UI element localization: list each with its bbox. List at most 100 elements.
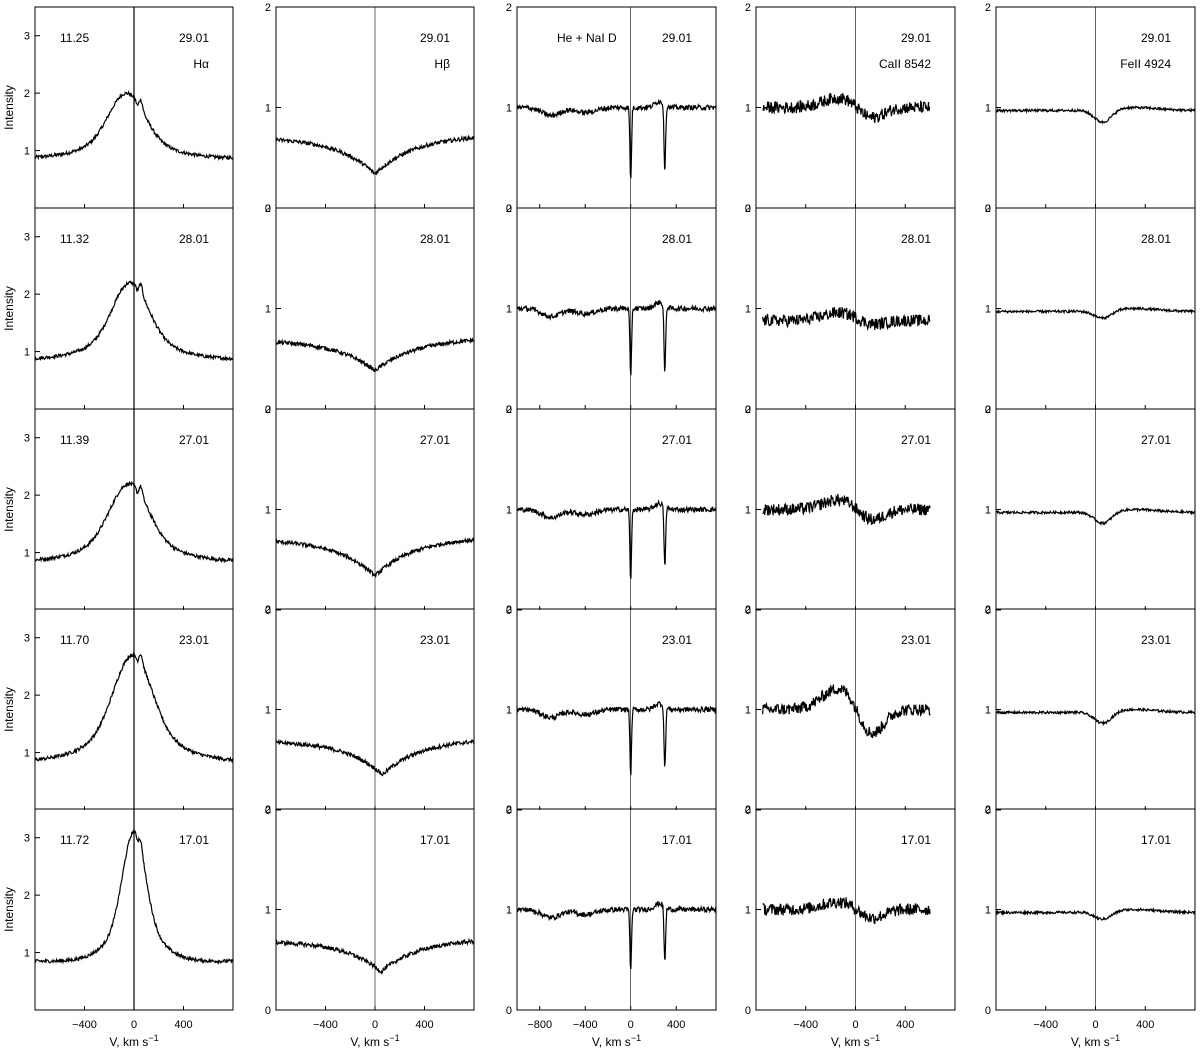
spectrum-trace [275,536,475,578]
panel-h-28.01: 1 2 3 28.01 11.32 Intensity [2,207,234,409]
panel-caii8542-23.01: 0 1 2 23.01 [745,604,955,817]
spectrum-trace [762,93,931,124]
panel-henaid-29.01: 0 1 2 29.01 He + NaI D [506,2,717,215]
line-id-label: FeII 4924 [1120,57,1171,71]
spectrum-trace [275,134,475,176]
panel-caii8542-17.01: 0 1 2 17.01 [745,804,955,1017]
y-axis-label: Intensity [2,286,16,331]
y-tick-label: 2 [24,890,30,902]
y-tick-label: 0 [265,605,271,617]
spectrum-trace [762,684,931,739]
x-tick-label: 0 [131,1019,137,1031]
y-tick-label: 2 [24,88,30,100]
y-tick-label: 0 [745,1005,751,1017]
panel-h-29.01: 0 1 2 29.01 Hβ [265,2,475,215]
y-tick-label: 2 [985,604,991,616]
y-tick-label: 2 [745,604,751,616]
date-label: 23.01 [901,633,931,647]
spectrum-trace [34,480,234,564]
spectrum-trace [516,300,717,376]
y-tick-label: 2 [506,404,512,416]
y-tick-label: 0 [506,805,512,817]
y-tick-label: 1 [265,103,271,115]
x-tick-label: 400 [1136,1019,1154,1031]
x-tick-label: −400 [573,1019,598,1031]
y-tick-label: 2 [24,289,30,301]
y-tick-label: 2 [265,804,271,816]
date-label: 28.01 [662,232,692,246]
y-tick-label: 1 [506,505,512,517]
y-tick-label: 0 [745,404,751,416]
y-tick-label: 0 [265,404,271,416]
y-tick-label: 2 [506,804,512,816]
x-tick-label: 400 [174,1019,192,1031]
x-axis-label: V, km s−1 [350,1033,399,1049]
spectrum-trace [275,937,475,975]
y-tick-label: 1 [985,304,991,316]
date-label: 23.01 [179,633,209,647]
panel-feii4924-17.01: 0 1 2 17.01 [985,804,1196,1017]
y-tick-label: 2 [265,2,271,14]
line-id-label: Hα [193,57,209,71]
y-tick-label: 3 [24,633,30,645]
y-tick-label: 2 [24,490,30,502]
date-label: 29.01 [420,31,450,45]
y-tick-label: 1 [506,905,512,917]
magnitude-label: 11.70 [60,633,89,647]
y-tick-label: 0 [265,805,271,817]
y-tick-label: 3 [24,232,30,244]
y-tick-label: 2 [985,404,991,416]
date-label: 27.01 [901,433,931,447]
panel-h-17.01: 0 1 2 17.01 [265,804,475,1017]
panel-henaid-23.01: 0 1 2 23.01 [506,604,717,817]
y-tick-label: 0 [506,404,512,416]
magnitude-label: 11.39 [60,433,89,447]
date-label: 28.01 [901,232,931,246]
y-tick-label: 2 [745,2,751,14]
spectrum-trace [34,89,234,162]
x-axis-label: V, km s−1 [109,1033,158,1049]
spectrum-trace [34,280,234,362]
y-tick-label: 1 [745,505,751,517]
panel-caii8542-28.01: 0 1 2 28.01 [745,203,955,416]
line-id-label: CaII 8542 [879,57,931,71]
y-tick-label: 0 [265,203,271,215]
y-tick-label: 1 [745,905,751,917]
x-axis-label-main: V, km s [592,1035,631,1049]
y-tick-label: 0 [985,203,991,215]
x-tick-label: 400 [415,1019,433,1031]
y-tick-label: 2 [265,203,271,215]
y-tick-label: 0 [506,203,512,215]
x-axis-label-exponent: −1 [148,1033,158,1043]
x-tick-label: 400 [667,1019,685,1031]
y-axis-label: Intensity [2,887,16,932]
panel-feii4924-27.01: 0 1 2 27.01 [985,404,1196,617]
y-tick-label: 1 [745,705,751,717]
panel-h-17.01: 1 2 3 17.01 11.72 Intensity [2,808,234,1010]
x-axis-label-main: V, km s [831,1035,870,1049]
spectrum-trace [275,738,475,777]
spectrum-trace [762,897,931,925]
spectrum-trace [275,337,475,373]
y-axis-label: Intensity [2,487,16,532]
spectrum-trace [516,901,717,970]
column-frame-2 [516,6,717,1011]
y-tick-label: 1 [985,103,991,115]
y-tick-label: 2 [985,804,991,816]
y-tick-label: 0 [265,1005,271,1017]
date-label: 29.01 [1141,31,1171,45]
y-tick-label: 2 [985,2,991,14]
spectrum-trace [34,652,234,764]
y-tick-label: 1 [506,103,512,115]
magnitude-label: 11.32 [60,232,89,246]
spectrum-trace [34,829,234,965]
panel-feii4924-28.01: 0 1 2 28.01 [985,203,1196,416]
y-tick-label: 1 [24,748,30,760]
x-tick-label: 400 [896,1019,914,1031]
magnitude-label: 11.25 [60,31,89,45]
date-label: 23.01 [420,633,450,647]
x-tick-label: −400 [72,1019,97,1031]
y-tick-label: 0 [985,1005,991,1017]
line-id-label: He + NaI D [557,31,617,45]
y-tick-label: 1 [506,705,512,717]
